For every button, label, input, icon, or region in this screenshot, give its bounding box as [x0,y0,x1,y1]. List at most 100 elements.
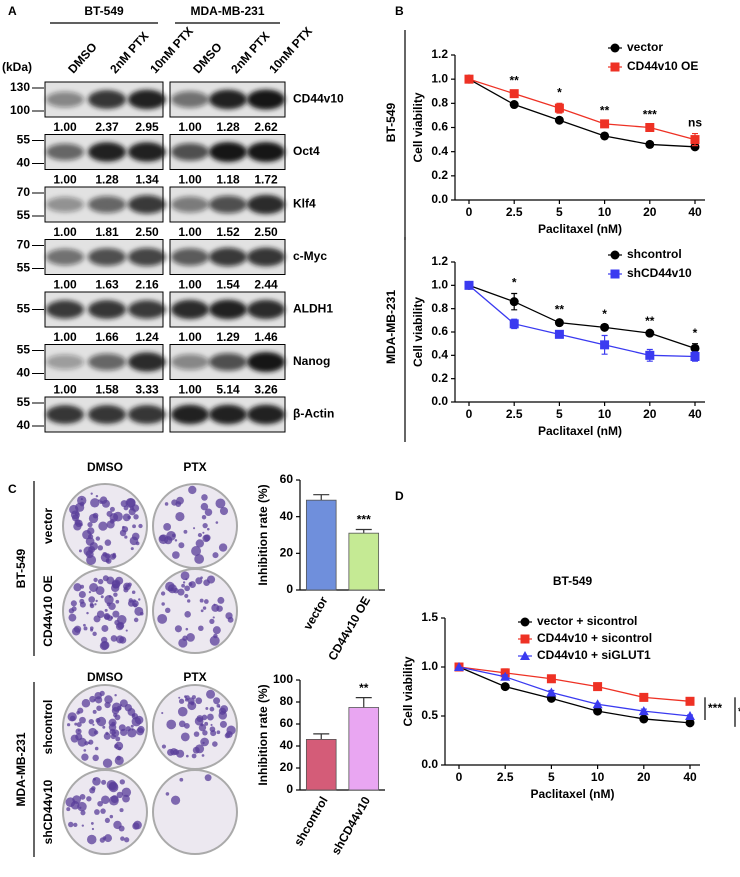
lane-label: 10nM PTX [147,24,196,76]
quant-value: 1.66 [95,330,119,344]
colony [125,726,131,732]
band [247,142,285,162]
colony [89,695,96,703]
quant-value: 1.54 [216,278,240,292]
band [247,89,285,110]
colony [70,600,77,607]
quant-value: 1.24 [135,330,159,344]
protein-label: β-Actin [293,407,334,421]
colony [176,496,184,505]
colony [138,523,143,529]
colony [226,725,236,735]
colony [92,754,99,762]
colony [91,827,95,831]
y-tick-label: 40 [280,738,294,752]
quant-value: 1.46 [254,330,278,344]
colony [133,603,138,608]
colony [114,731,117,734]
colony [116,791,124,799]
colony [90,498,100,508]
colony [170,588,174,592]
y-axis-label: Inhibition rate (%) [256,684,270,785]
legend-label: vector [627,40,663,54]
data-point [554,115,564,125]
colony [88,727,98,737]
colony [121,787,132,798]
colony [161,711,164,715]
y-tick-label: 1.5 [421,610,438,624]
row-label: shcontrol [41,700,55,755]
y-tick-label: 1.0 [421,659,438,673]
colony [201,494,208,501]
colony [202,606,207,610]
colony [166,719,177,730]
y-tick-label: 0.4 [431,348,448,362]
colony [186,633,195,642]
annotation: ** [555,303,565,317]
colony [193,527,196,530]
y-tick-label: 0.2 [431,371,448,385]
colony [86,611,89,615]
colony [68,821,74,828]
series-line [468,78,696,148]
colony [104,539,112,546]
colony [92,709,97,714]
band [171,299,209,320]
cell-line: BT-549 [14,549,28,589]
colony [97,800,103,807]
y-tick-label: 0.4 [431,144,448,158]
colony [185,695,190,700]
colony [65,797,76,808]
colony [190,701,195,706]
x-tick-label: 10 [598,205,612,219]
colony [182,581,186,584]
data-point [509,100,519,110]
band [128,195,166,214]
colony [101,499,111,508]
colony [219,506,229,516]
quant-value: 1.00 [53,173,77,187]
colony [200,502,209,511]
colony [198,723,207,732]
colony [213,697,221,705]
colony [204,774,212,782]
colony [75,733,83,741]
colony [93,730,99,735]
colony [81,698,91,708]
colony [87,521,93,528]
kda-marker: 55 [17,302,31,316]
error-bar [313,733,330,740]
colony [206,575,216,584]
quant-value: 2.37 [95,120,119,134]
colony [216,730,221,735]
colony [124,535,128,539]
data-point [554,318,564,328]
colony [194,554,205,564]
colony [74,519,81,526]
colony [78,549,82,553]
colony [178,542,185,549]
x-tick-label: shCD44v10 [329,794,374,857]
colony [102,836,107,840]
panel-letter: D [395,489,404,503]
colony [79,806,82,809]
band [247,299,285,320]
colony [219,720,227,728]
series-line [468,284,696,349]
colony [206,689,216,699]
colony [210,723,213,727]
quant-value: 1.58 [95,383,119,397]
colony [185,578,188,581]
band [46,91,84,108]
colony [77,801,87,812]
band [128,248,166,266]
colony [95,586,105,595]
annotation: * [602,307,607,321]
cell-line: BT-549 [84,4,124,18]
colony [71,606,77,612]
kda-marker: 70 [17,185,31,199]
colony [93,615,101,623]
colony [199,598,204,603]
colony [88,718,94,725]
colony [212,626,221,635]
